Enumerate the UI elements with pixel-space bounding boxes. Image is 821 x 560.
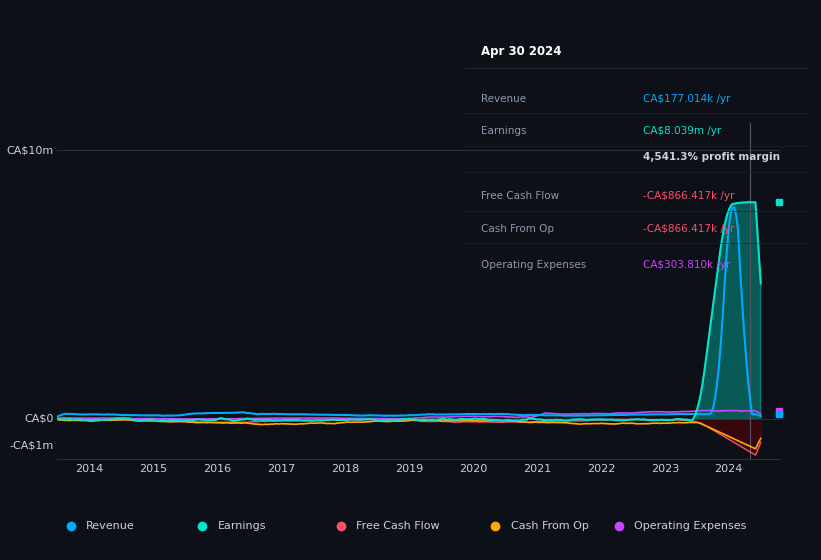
Text: Revenue: Revenue [481, 94, 526, 104]
Text: CA$303.810k /yr: CA$303.810k /yr [643, 259, 731, 269]
Text: Cash From Op: Cash From Op [481, 224, 554, 234]
Text: 4,541.3% profit margin: 4,541.3% profit margin [643, 152, 780, 162]
Text: Apr 30 2024: Apr 30 2024 [481, 45, 562, 58]
Text: Operating Expenses: Operating Expenses [481, 259, 586, 269]
Text: CA$0: CA$0 [25, 414, 54, 424]
Text: -CA$866.417k /yr: -CA$866.417k /yr [643, 224, 735, 234]
Text: Earnings: Earnings [481, 127, 526, 136]
Text: CA$8.039m /yr: CA$8.039m /yr [643, 127, 722, 136]
Text: CA$177.014k /yr: CA$177.014k /yr [643, 94, 731, 104]
Text: Operating Expenses: Operating Expenses [635, 521, 746, 531]
Text: Free Cash Flow: Free Cash Flow [356, 521, 440, 531]
Text: Revenue: Revenue [86, 521, 135, 531]
Text: Cash From Op: Cash From Op [511, 521, 589, 531]
Text: -CA$1m: -CA$1m [10, 441, 54, 451]
Text: -CA$866.417k /yr: -CA$866.417k /yr [643, 192, 735, 201]
Text: CA$10m: CA$10m [7, 145, 54, 155]
Text: Earnings: Earnings [218, 521, 266, 531]
Text: Free Cash Flow: Free Cash Flow [481, 192, 559, 201]
